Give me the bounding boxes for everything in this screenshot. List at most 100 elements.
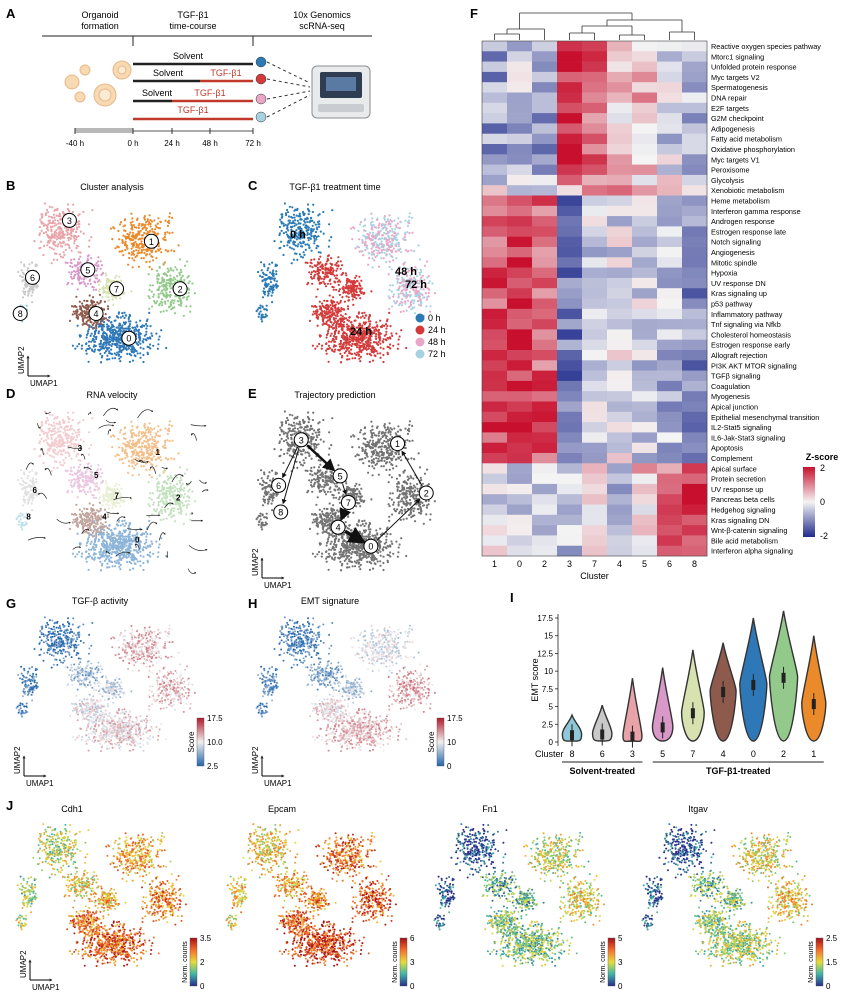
- heatmap-cell: [482, 535, 507, 546]
- velocity-streamline: [138, 410, 153, 418]
- gene-colorbar-tick: 3.5: [200, 934, 212, 943]
- heatmap-cell: [482, 309, 507, 320]
- heatmap-cell: [682, 546, 707, 557]
- cluster-label-3: 3: [67, 216, 72, 226]
- trajectory-node-label: 8: [278, 508, 283, 518]
- heatmap-cell: [507, 340, 532, 351]
- gene-colorbar: [608, 938, 615, 986]
- heatmap-row-label: Coagulation: [711, 382, 750, 391]
- velocity-streamline: [81, 454, 85, 459]
- heatmap-cell: [557, 329, 582, 340]
- heatmap-row-label: Peroxisome: [711, 166, 750, 175]
- legend-dot: [416, 350, 425, 359]
- heatmap-cell: [557, 494, 582, 505]
- heatmap-cell: [557, 412, 582, 423]
- umap1-label: UMAP1: [30, 379, 58, 388]
- heatmap-cell: [582, 309, 607, 320]
- violin-cluster-label: 0: [751, 749, 756, 759]
- heatmap-cell: [532, 535, 557, 546]
- umap1-label: UMAP1: [264, 779, 292, 788]
- heatmap-cell: [607, 484, 632, 495]
- heatmap-cell: [482, 196, 507, 207]
- heatmap-cell: [557, 340, 582, 351]
- umap2-label: UMAP2: [13, 746, 22, 774]
- heatmap-cell: [632, 525, 657, 536]
- heatmap-cell: [582, 268, 607, 279]
- heatmap-cell: [557, 515, 582, 526]
- panel-label-j: J: [6, 798, 13, 813]
- heatmap-cell: [607, 257, 632, 268]
- heatmap-cell: [557, 93, 582, 104]
- heatmap-cell: [632, 175, 657, 186]
- heatmap-cell: [632, 268, 657, 279]
- heatmap-cell: [507, 62, 532, 73]
- heatmap-cell: [507, 93, 532, 104]
- cluster-label-7: 7: [114, 284, 119, 294]
- heatmap-cell: [507, 463, 532, 474]
- heatmap-row-label: Oxidative phosphorylation: [711, 145, 795, 154]
- sequencer-icon: [312, 66, 370, 118]
- velocity-streamline: [186, 481, 191, 484]
- heatmap-cell: [657, 268, 682, 279]
- heatmap-cell: [557, 41, 582, 52]
- legend-dot: [416, 326, 425, 335]
- panel-label-f: F: [470, 6, 478, 21]
- heatmap-cell: [557, 134, 582, 145]
- heatmap-cell: [507, 278, 532, 289]
- heatmap-row-label: TGFβ signaling: [711, 372, 761, 381]
- umap2-label: UMAP2: [17, 346, 26, 374]
- heatmap-cell: [532, 62, 557, 73]
- heatmap-cell: [657, 134, 682, 145]
- heatmap-cell: [657, 484, 682, 495]
- heatmap-cell: [657, 62, 682, 73]
- heatmap-cell: [557, 216, 582, 227]
- heatmap-cell: [507, 484, 532, 495]
- colorbar-tick: 0: [447, 762, 452, 771]
- heatmap-cell: [632, 319, 657, 330]
- heatmap-cell: [607, 412, 632, 423]
- heatmap-cell: [557, 360, 582, 371]
- heatmap-cell: [682, 299, 707, 310]
- heatmap-cell: [507, 82, 532, 93]
- heatmap-cell: [557, 453, 582, 464]
- heatmap-cell: [632, 463, 657, 474]
- heatmap-row-label: Interferon gamma response: [711, 207, 801, 216]
- heatmap-cell: [682, 535, 707, 546]
- heatmap-cell: [632, 391, 657, 402]
- violin-cluster-label: 1: [811, 749, 816, 759]
- phase-tgf-line2: time-course: [169, 21, 216, 31]
- heatmap-cell: [632, 165, 657, 176]
- sample-dot: [256, 112, 266, 122]
- heatmap-cell: [582, 165, 607, 176]
- heatmap-cell: [682, 51, 707, 62]
- heatmap-cell: [532, 288, 557, 299]
- heatmap-cell: [482, 463, 507, 474]
- heatmap-cell: [557, 525, 582, 536]
- gene-colorbar: [400, 938, 407, 986]
- heatmap-row-label: Myc targets V1: [711, 155, 760, 164]
- heatmap-cell: [532, 103, 557, 114]
- heatmap-cell: [657, 206, 682, 217]
- gene-colorbar-tick: 0: [618, 982, 623, 991]
- heatmap-row-label: Estrogen response early: [711, 341, 790, 350]
- phase-tgf-line1: TGF-β1: [177, 10, 208, 20]
- heatmap-cell: [607, 123, 632, 134]
- heatmap-cell: [507, 381, 532, 392]
- umap1-label: UMAP1: [32, 983, 60, 992]
- heatmap-cell: [682, 474, 707, 485]
- heatmap-cell: [507, 494, 532, 505]
- heatmap-cell: [582, 422, 607, 433]
- heatmap-cell: [657, 247, 682, 258]
- legend-label: 72 h: [428, 349, 446, 359]
- heatmap-row-label: Kras signaling DN: [711, 516, 769, 525]
- heatmap-cell: [482, 329, 507, 340]
- heatmap-cell: [682, 391, 707, 402]
- heatmap-row-label: Heme metabolism: [711, 197, 770, 206]
- heatmap-cell: [632, 288, 657, 299]
- heatmap-cell: [607, 360, 632, 371]
